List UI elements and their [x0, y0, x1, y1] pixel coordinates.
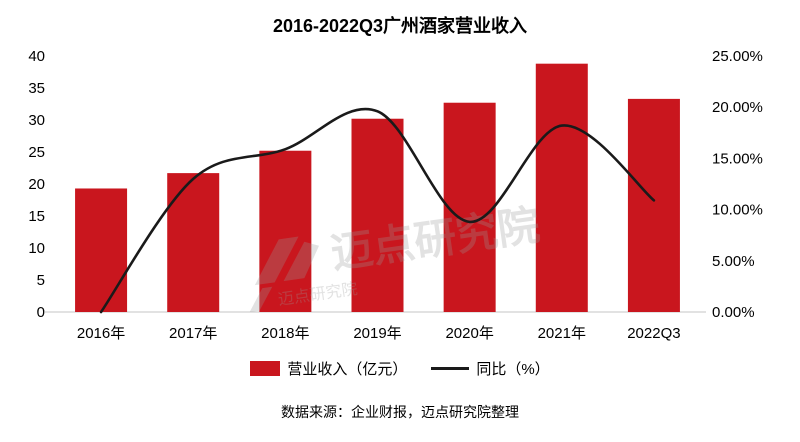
left-axis-tick: 15 [28, 208, 45, 225]
watermark-logo-icon [283, 241, 320, 282]
chart-title: 2016-2022Q3广州酒家营业收入 [272, 16, 528, 36]
source-note: 数据来源：企业财报，迈点研究院整理 [281, 404, 519, 420]
x-axis-category: 2022Q3 [627, 325, 680, 342]
x-axis-category: 2019年 [353, 325, 401, 342]
x-axis-category: 2018年 [261, 325, 309, 342]
right-axis-tick: 20.00% [712, 99, 763, 116]
yoy-line [99, 107, 656, 314]
left-axis-tick: 20 [28, 176, 45, 193]
right-axis-tick: 10.00% [712, 202, 763, 219]
x-axis-category: 2021年 [538, 325, 586, 342]
left-axis-tick: 40 [28, 48, 45, 65]
watermark-logo-icon [254, 236, 299, 286]
left-axis-tick: 10 [28, 240, 45, 257]
right-axis-tick: 0.00% [712, 304, 755, 321]
chart-canvas: 0 5 10 15 20 25 30 35 40 0.00% 5.00% 10.00% 15.00% 20… [28, 48, 763, 342]
revenue-bar [627, 98, 680, 312]
revenue-bar [535, 63, 588, 313]
revenue-bar [443, 102, 496, 312]
x-axis-category: 2017年 [169, 325, 217, 342]
legend-bar-swatch [250, 361, 281, 376]
right-axis-tick: 15.00% [712, 150, 763, 167]
watermark-logo-icon [249, 286, 273, 313]
x-axis-category: 2020年 [445, 325, 493, 342]
legend-line-label: 同比（%） [476, 361, 550, 378]
revenue-bar [259, 150, 312, 312]
legend: 营业收入（亿元） 同比（%） [0, 358, 800, 379]
left-axis-tick: 25 [28, 144, 45, 161]
revenue-bar [351, 118, 404, 312]
revenue-bar [75, 188, 128, 312]
left-axis-tick: 35 [28, 80, 45, 97]
right-axis-tick: 5.00% [712, 253, 755, 270]
left-axis-tick: 0 [37, 304, 45, 321]
left-axis-tick: 30 [28, 112, 45, 129]
right-axis-tick: 25.00% [712, 48, 763, 65]
legend-bar-label: 营业收入（亿元） [287, 361, 408, 378]
legend-item-yoy: 同比（%） [431, 358, 550, 379]
revenue-bar [167, 173, 220, 312]
legend-item-revenue: 营业收入（亿元） [250, 358, 407, 379]
x-axis-category: 2016年 [77, 325, 125, 342]
legend-line-swatch [431, 367, 470, 370]
left-axis-tick: 5 [37, 272, 45, 289]
